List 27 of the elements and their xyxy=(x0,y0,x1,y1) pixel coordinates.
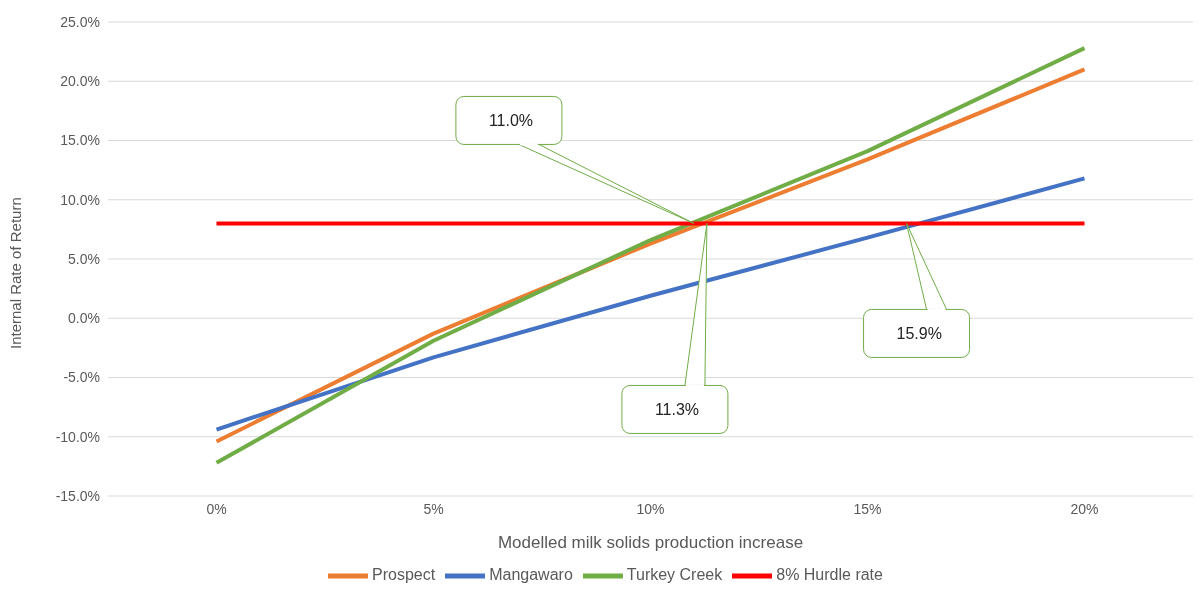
y-tick-label: -10.0% xyxy=(55,428,100,445)
y-tick-label: 0.0% xyxy=(68,310,100,327)
line-series xyxy=(214,176,1087,432)
legend-label: Prospect xyxy=(372,566,436,584)
x-tick-label: 15% xyxy=(853,500,882,517)
x-tick-label: 10% xyxy=(636,500,665,517)
callout-box: 15.9% xyxy=(863,222,971,358)
legend-label: Turkey Creek xyxy=(626,566,723,584)
x-tick-label: 5% xyxy=(423,500,444,517)
legend-label: 8% Hurdle rate xyxy=(776,566,883,584)
legend-label: Mangawaro xyxy=(489,566,573,584)
y-tick-label: 5.0% xyxy=(68,250,100,267)
y-tick-label: 15.0% xyxy=(60,132,100,149)
annotation: 11.0% xyxy=(488,112,534,130)
y-tick-label: -15.0% xyxy=(55,487,100,504)
y-tick-label: 25.0% xyxy=(60,13,100,30)
y-tick-label: -5.0% xyxy=(63,369,100,386)
callout-box: 11.0% xyxy=(455,95,695,224)
x-tick-label: 0% xyxy=(206,500,227,517)
x-tick-label: 20% xyxy=(1070,500,1099,517)
y-tick-label: 10.0% xyxy=(60,191,100,208)
annotation: 11.3% xyxy=(654,401,700,419)
annotation: 15.9% xyxy=(896,325,942,343)
x-axis-title: Modelled milk solids production increase xyxy=(497,533,804,552)
y-tick-label: 20.0% xyxy=(60,73,100,90)
callout-box: 11.3% xyxy=(621,222,729,434)
y-axis-title: Internal Rate of Return xyxy=(7,197,25,349)
